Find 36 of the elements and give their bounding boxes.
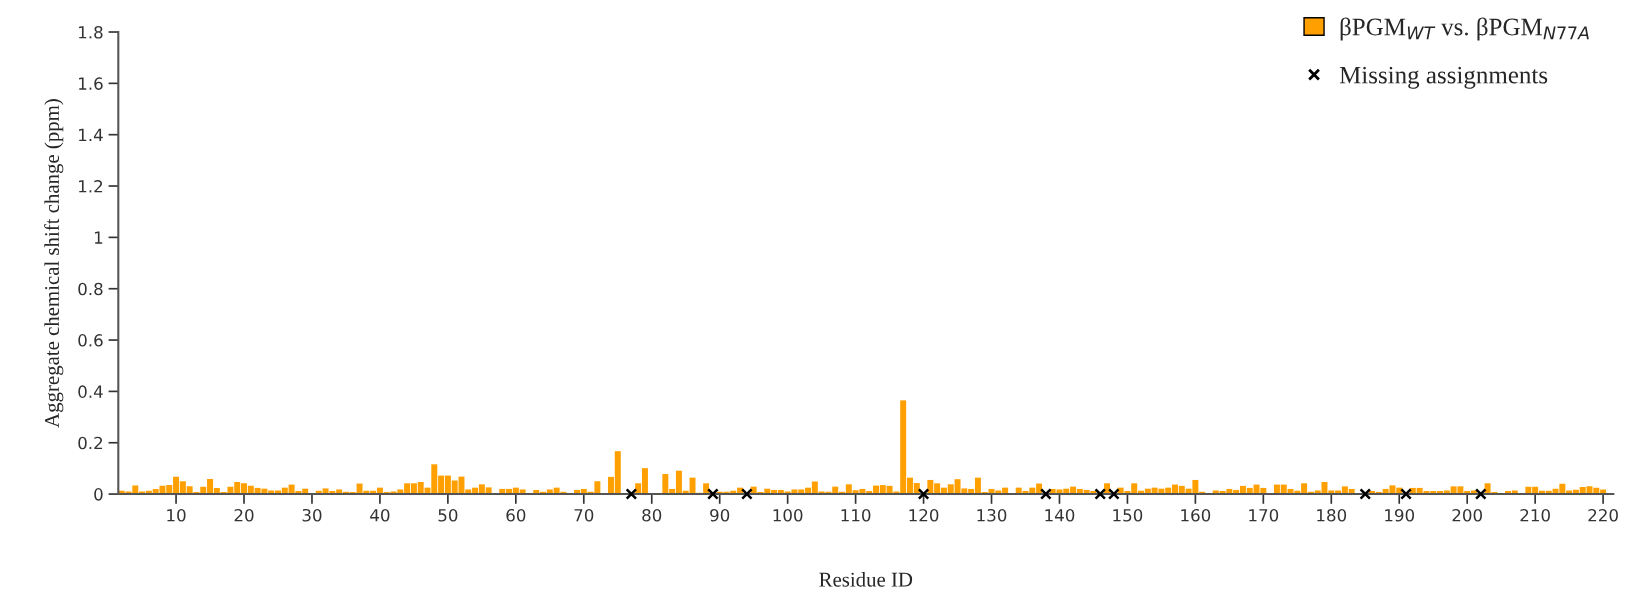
x-tick-label: 170 [1249, 508, 1279, 522]
y-tick-label: 0.8 [78, 282, 103, 296]
x-tick-label: 70 [574, 508, 594, 522]
x-tick-label: 200 [1452, 508, 1482, 522]
legend-label: βPGM$_{WT}$ vs. βPGM$_{N77A}$ [1340, 17, 1589, 41]
x-tick-label: 100 [773, 508, 803, 522]
x-tick-label: 60 [506, 508, 526, 522]
x-tick-label: 20 [234, 508, 254, 522]
x-tick-label: 180 [1317, 508, 1347, 522]
y-tick-label: 1.2 [79, 179, 103, 193]
y-tick-label: 0.4 [78, 385, 103, 398]
x-tick-label: 110 [841, 508, 871, 522]
x-tick-label: 160 [1181, 508, 1211, 522]
y-tick-label: 1.4 [79, 128, 103, 142]
x-tick-label: 50 [438, 508, 458, 522]
x-tick-label: 10 [167, 508, 186, 522]
y-tick-label: 0.2 [78, 436, 103, 450]
y-axis-title: Aggregate chemical shift change (ppm) [44, 99, 64, 428]
x-tick-label: 120 [909, 508, 939, 522]
x-tick-label: 210 [1520, 508, 1550, 522]
x-tick-label: 30 [302, 508, 322, 522]
y-tick-label: 0.6 [78, 334, 103, 347]
x-tick-label: 190 [1385, 508, 1415, 522]
x-tick-label: 90 [710, 508, 730, 522]
x-axis-title: Residue ID [819, 572, 913, 587]
y-tick-label: 1.6 [79, 77, 103, 90]
x-tick-label: 40 [370, 508, 390, 522]
x-tick-label: 220 [1588, 508, 1618, 522]
y-tick-label: 1.8 [79, 25, 103, 39]
x-tick-label: 140 [1045, 508, 1075, 522]
x-tick-label: 80 [642, 508, 662, 522]
x-tick-label: 150 [1113, 508, 1143, 522]
legend-label: Missing assignments [1339, 66, 1548, 89]
y-tick-label: 0 [94, 488, 103, 501]
y-tick-label: 1 [94, 231, 103, 244]
x-tick-label: 130 [977, 508, 1007, 522]
